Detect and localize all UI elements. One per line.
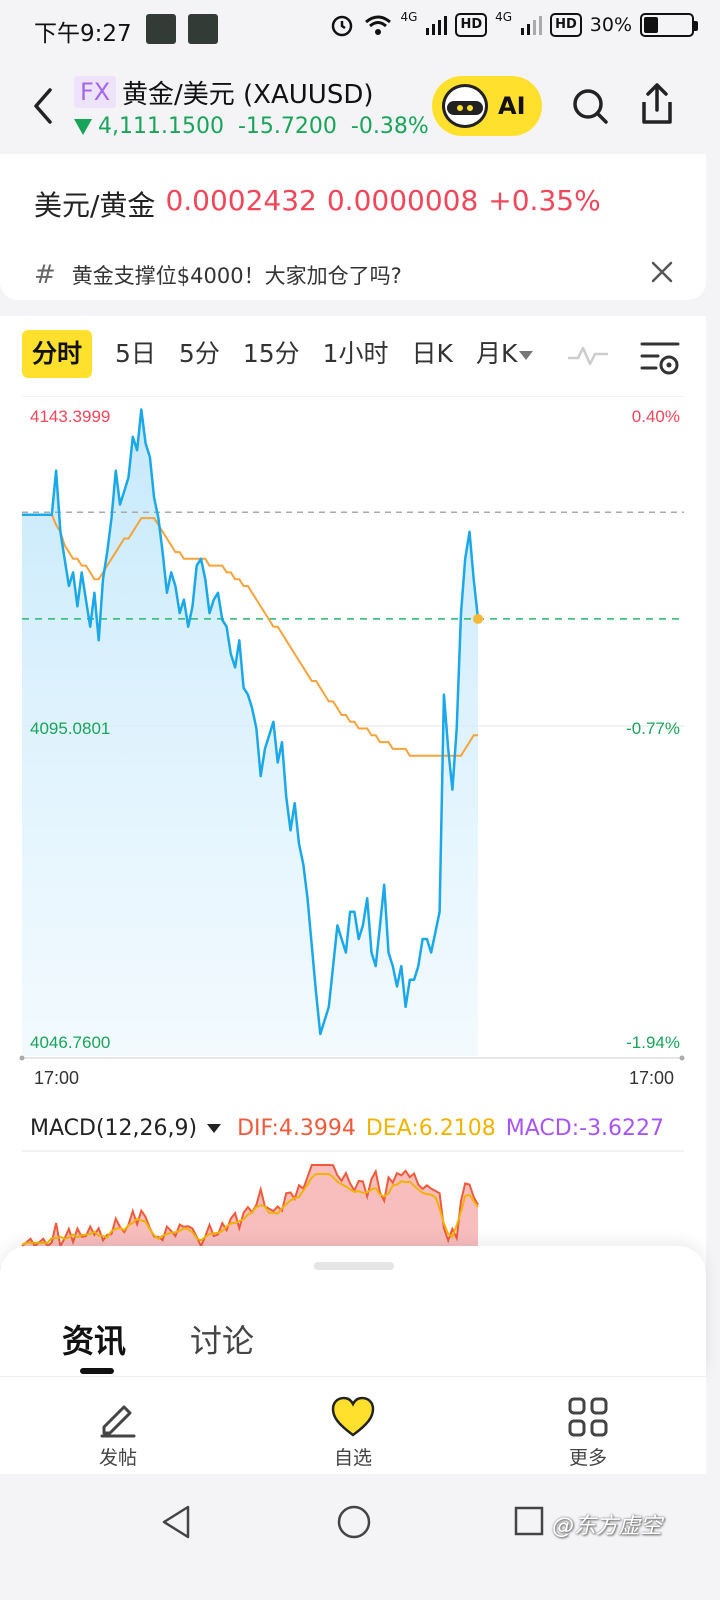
post-label: 发帖	[98, 1447, 137, 1469]
network-label: 4G	[400, 10, 418, 24]
axis-dot	[19, 1055, 25, 1061]
grid-icon	[568, 1397, 608, 1437]
macd-legend[interactable]: MACD(12,26,9) DIF:4.3994 DEA:6.2108 MACD…	[30, 1116, 664, 1141]
info-card: 美元/黄金 0.0002432 0.0000008 +0.35% # 黄金支撑位…	[0, 154, 706, 300]
macd-dea-line	[21, 1173, 479, 1246]
tab-1hour[interactable]: 1小时	[322, 339, 389, 368]
price-chart[interactable]: 4143.3999 4095.0801 4046.7600 0.40% -0.7…	[0, 396, 706, 1086]
tab-intraday[interactable]: 分时	[22, 330, 93, 378]
notification-icon	[188, 14, 218, 44]
tab-discussion[interactable]: 讨论	[190, 1322, 255, 1360]
status-bar: 下午9:27 4G HD 4G HD 30%	[0, 0, 720, 56]
status-time: 下午9:27	[34, 21, 132, 47]
edit-icon	[100, 1405, 136, 1438]
macd-dea: DEA:6.2108	[365, 1116, 496, 1141]
post-button[interactable]: 发帖	[68, 1395, 168, 1470]
chart-panel: 分时 5日 5分 15分 1小时 日K 月K 4143.3999 4095.08…	[0, 316, 706, 1266]
inverse-quote[interactable]: 美元/黄金 0.0002432 0.0000008 +0.35%	[34, 184, 601, 224]
page-title: 黄金/美元 (XAUUSD)	[122, 80, 374, 110]
price-change-pct: -0.38%	[350, 114, 429, 139]
signal-icon	[426, 16, 448, 35]
share-icon[interactable]	[636, 82, 678, 126]
tab-5min[interactable]: 5分	[178, 339, 220, 368]
axis-dot	[679, 1055, 685, 1061]
x-start-label: 17:00	[34, 1068, 79, 1086]
hd-icon: HD	[455, 13, 488, 37]
y-top-label: 4143.3999	[30, 407, 110, 426]
hd-icon: HD	[550, 13, 582, 37]
inverse-change: 0.0000008	[326, 184, 479, 217]
down-arrow-icon	[74, 118, 92, 135]
notification-icon	[146, 14, 176, 44]
wifi-icon	[364, 15, 391, 35]
bottom-bar: 发帖 自选 更多	[0, 1376, 706, 1474]
more-button[interactable]: 更多	[538, 1395, 638, 1470]
average-line	[22, 513, 478, 757]
header: FX 黄金/美元 (XAUUSD) 4,111.1500 -15.7200 -0…	[0, 56, 720, 156]
inverse-label: 美元/黄金	[34, 189, 156, 222]
sheet-handle[interactable]	[314, 1262, 394, 1270]
inverse-price: 0.0002432	[165, 184, 317, 217]
inverse-pct: +0.35%	[488, 184, 601, 217]
fx-badge: FX	[74, 76, 117, 108]
chart-settings-icon[interactable]	[638, 338, 682, 378]
tab-monthly[interactable]: 月K	[475, 330, 534, 378]
nav-recent-icon[interactable]	[514, 1506, 544, 1536]
search-icon[interactable]	[570, 86, 610, 126]
signal-icon	[521, 16, 543, 35]
chevron-down-icon	[207, 1124, 222, 1133]
macd-label: MACD(12,26,9)	[30, 1116, 198, 1141]
alarm-icon	[331, 15, 352, 37]
ai-mascot-icon	[442, 84, 488, 128]
hashtag-icon: #	[34, 260, 56, 290]
tab-15min[interactable]: 15分	[242, 339, 300, 368]
battery-text: 30%	[589, 14, 632, 36]
y-bottom-label: 4046.7600	[30, 1033, 110, 1052]
more-label: 更多	[568, 1447, 607, 1469]
nav-home-icon[interactable]	[336, 1504, 372, 1540]
ai-button-label: AI	[498, 92, 526, 120]
chevron-down-icon	[519, 350, 534, 360]
back-icon[interactable]	[28, 84, 58, 128]
battery-icon	[640, 13, 698, 37]
macd-dif: DIF:4.3994	[237, 1116, 356, 1141]
favorite-button[interactable]: 自选	[303, 1395, 403, 1470]
last-price: 4,111.1500	[98, 114, 224, 139]
pct-mid-label: -0.77%	[626, 719, 680, 738]
news-banner[interactable]: # 黄金支撑位$4000！大家加仓了吗?	[34, 260, 402, 290]
macd-dif-line	[21, 1164, 479, 1249]
tab-news[interactable]: 资讯	[62, 1322, 127, 1360]
network-label: 4G	[495, 10, 513, 24]
favorite-label: 自选	[333, 1447, 372, 1469]
ai-assistant-button[interactable]: AI	[432, 76, 542, 136]
active-tab-indicator	[80, 1368, 114, 1374]
indicator-wave-icon[interactable]	[566, 340, 610, 370]
price-change: -15.7200	[237, 114, 337, 139]
heart-icon	[331, 1396, 375, 1437]
price-area	[22, 409, 478, 1056]
status-icons: 4G HD 4G HD 30%	[329, 10, 698, 38]
bottom-sheet: 资讯 讨论	[0, 1246, 706, 1376]
macd-chart	[21, 1150, 684, 1249]
watermark: @东方虚空	[552, 1514, 663, 1539]
price-line	[22, 408, 480, 1036]
news-text: 黄金支撑位$4000！大家加仓了吗?	[71, 264, 402, 288]
system-nav-bar: @东方虚空	[0, 1474, 720, 1600]
x-end-label: 17:00	[629, 1068, 674, 1086]
tab-5day[interactable]: 5日	[115, 339, 156, 368]
pct-top-label: 0.40%	[632, 407, 680, 426]
period-tabs: 分时 5日 5分 15分 1小时 日K 月K	[22, 330, 556, 378]
y-mid-label: 4095.0801	[30, 719, 110, 738]
pct-bottom-label: -1.94%	[626, 1033, 680, 1052]
close-icon[interactable]	[650, 260, 674, 284]
current-price-dot	[473, 613, 483, 624]
tab-monthly-label: 月K	[475, 339, 518, 368]
nav-back-icon[interactable]	[160, 1504, 192, 1540]
macd-histogram	[22, 1165, 478, 1246]
quote-line: 4,111.1500 -15.7200 -0.38%	[74, 114, 429, 139]
macd-value: MACD:-3.6227	[505, 1116, 665, 1141]
tab-daily[interactable]: 日K	[411, 339, 453, 368]
